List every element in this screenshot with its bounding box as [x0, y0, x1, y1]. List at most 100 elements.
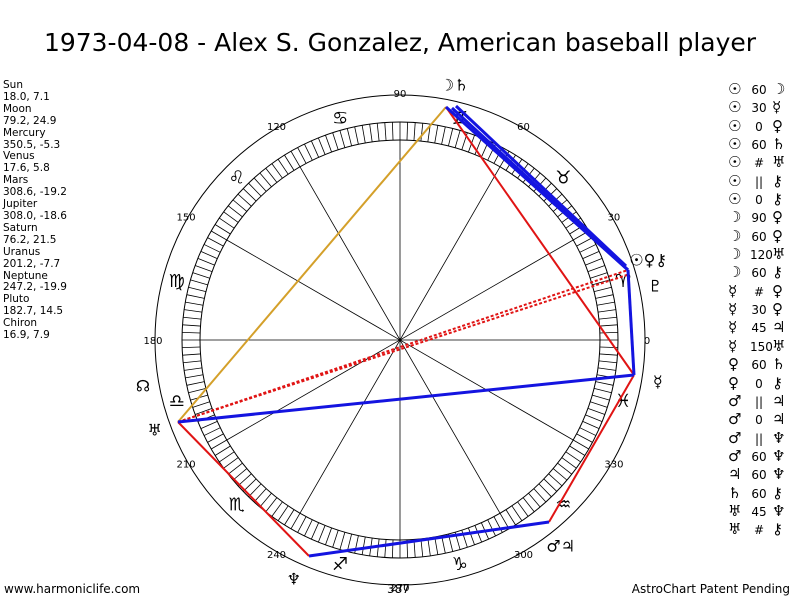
aspect-type: ||	[754, 431, 764, 446]
degree-tick	[200, 420, 218, 430]
degree-tick	[406, 122, 409, 141]
aspect-planet-1: ☿	[728, 300, 738, 319]
degree-tick	[232, 199, 248, 212]
aspect-planet-2: ♀	[772, 116, 783, 135]
aspect-row: ☿ 30 ♀	[728, 300, 798, 318]
degree-tick	[596, 301, 615, 306]
degree-tick	[223, 211, 239, 223]
aspect-planet-1: ♂	[728, 428, 742, 447]
degree-tick	[214, 224, 231, 235]
planet-name: Uranus	[3, 245, 41, 258]
aspect-row: ☿ # ♀	[728, 282, 798, 300]
degree-tick	[595, 381, 614, 386]
planet-glyph: ☽♄	[440, 76, 469, 95]
degree-tick	[317, 525, 326, 543]
aspect-type: 60	[751, 486, 767, 501]
degree-tick	[219, 451, 235, 463]
aspect-planet-2: ♅	[772, 336, 786, 355]
aspect-row: ♀ 0 ⚷	[728, 374, 798, 392]
degree-tick	[185, 374, 204, 379]
aspect-planet-2: ⚷	[772, 190, 783, 209]
zodiac-sign-glyph: ♏	[229, 494, 245, 515]
aspect-planet-2: ⚷	[772, 483, 783, 502]
degree-tick	[441, 126, 446, 145]
degree-tick	[248, 182, 262, 197]
aspect-planet-1: ♀	[728, 355, 739, 374]
degree-tick	[297, 147, 307, 164]
degree-tick	[434, 536, 439, 555]
degree-tick	[543, 478, 558, 492]
aspect-type: 0	[755, 193, 763, 208]
degree-tick	[565, 451, 581, 463]
degree-tick	[587, 408, 605, 415]
aspect-planet-2: ♅	[772, 245, 786, 264]
degree-tick	[325, 135, 332, 153]
degree-tick	[237, 473, 252, 487]
degree-tick	[339, 130, 346, 148]
degree-tick	[219, 217, 235, 229]
aspect-planet-1: ☽	[728, 208, 742, 227]
degree-tick	[271, 501, 283, 517]
degree-label: 330	[604, 460, 623, 471]
planet-name: Venus	[3, 150, 35, 163]
degree-tick	[434, 125, 439, 144]
degree-tick	[517, 501, 529, 517]
aspect-planet-1: ♂	[728, 446, 742, 465]
degree-tick	[376, 123, 380, 142]
degree-tick	[420, 123, 424, 142]
aspect-type: 60	[751, 229, 767, 244]
degree-tick	[248, 483, 262, 498]
degree-label: 300	[514, 550, 533, 561]
degree-tick	[325, 527, 332, 545]
degree-tick	[538, 483, 552, 498]
degree-tick	[182, 324, 201, 327]
aspect-row: ☉ 30 ☿	[728, 98, 798, 116]
degree-tick	[548, 473, 563, 487]
aspect-row: ☽ 90 ♀	[728, 208, 798, 226]
degree-tick	[253, 488, 267, 503]
aspect-line-blue	[626, 269, 636, 376]
degree-tick	[597, 309, 616, 313]
degree-tick	[223, 457, 239, 469]
degree-tick	[573, 439, 589, 450]
planet-glyph: ♅	[148, 420, 162, 439]
aspect-type: 150	[750, 339, 773, 354]
degree-label: 210	[177, 460, 196, 471]
aspect-type: #	[753, 523, 765, 538]
degree-tick	[576, 433, 593, 443]
degree-label: 120	[267, 122, 286, 133]
degree-tick	[487, 519, 496, 537]
degree-tick	[190, 279, 208, 286]
degree-tick	[339, 532, 346, 550]
planet-name: Sun	[3, 79, 23, 91]
aspect-planet-2: ♀	[772, 300, 783, 319]
degree-tick	[184, 367, 203, 371]
degree-tick	[332, 530, 339, 548]
aspect-row: ♂ 0 ♃	[728, 410, 798, 428]
degree-tick	[284, 509, 295, 526]
outer-circle	[154, 94, 646, 586]
degree-tick	[499, 513, 510, 529]
aspect-planet-1: ☿	[728, 336, 738, 355]
planet-coordinates: 18.0, 7.1	[3, 90, 50, 103]
degree-tick	[197, 257, 215, 266]
degree-tick	[182, 353, 201, 356]
zodiac-sign-glyph: ♑	[452, 554, 468, 575]
aspect-planet-1: ☉	[728, 135, 742, 154]
planet-glyph: ♆	[287, 569, 301, 588]
patent-note: AstroChart Patent Pending	[631, 582, 790, 596]
degree-tick	[237, 193, 252, 207]
degree-tick	[391, 122, 394, 141]
planet-coordinates: 16.9, 7.9	[3, 329, 50, 342]
degree-tick	[474, 525, 483, 543]
website-link[interactable]: www.harmoniclife.com	[4, 582, 141, 596]
degree-tick	[203, 427, 221, 436]
aspect-line-blue	[177, 373, 635, 424]
planet-glyph: ☊	[136, 376, 150, 395]
degree-tick	[188, 387, 207, 394]
planet-name: Moon	[3, 102, 32, 115]
degree-tick	[595, 294, 614, 299]
aspect-planet-1: ☽	[728, 245, 742, 264]
degree-tick	[582, 250, 600, 260]
aspect-planet-2: ♄	[772, 355, 786, 374]
